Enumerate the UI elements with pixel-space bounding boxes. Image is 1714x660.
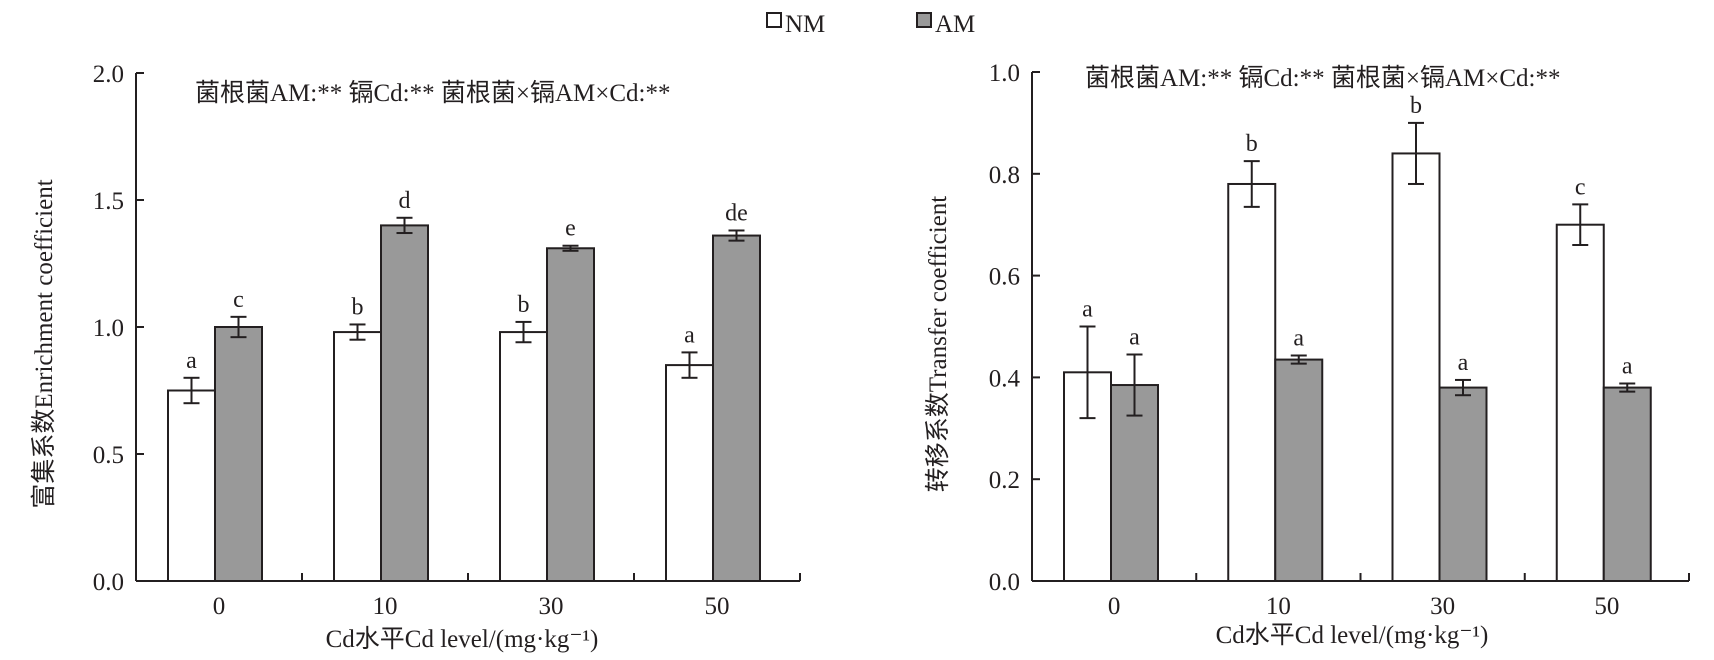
enrichment-y-tick-label: 2.0	[93, 61, 124, 88]
transfer-bar-nm	[1227, 182, 1277, 582]
enrichment-bar-nm	[333, 331, 382, 582]
transfer-bar-nm	[1391, 152, 1441, 582]
enrichment-significance-letter-nm: b	[352, 294, 364, 320]
enrichment-x-tick-label: 0	[213, 593, 226, 620]
transfer-significance-letter-am: a	[1622, 354, 1633, 380]
transfer-significance-letter-nm: a	[1082, 297, 1093, 323]
transfer-significance-letter-nm: b	[1246, 131, 1258, 157]
enrichment-y-tick-label: 0.5	[93, 442, 124, 469]
transfer-bar-am	[1602, 386, 1652, 582]
enrichment-bar-nm	[167, 389, 216, 582]
transfer-chart: 菌根菌AM:** 镉Cd:** 菌根菌×镉AM×Cd:** 转移系数Transf…	[924, 60, 1690, 649]
transfer-y-tick-label: 0.8	[989, 162, 1020, 189]
enrichment-bar-am	[712, 234, 761, 582]
enrichment-bar-am	[546, 247, 595, 582]
transfer-significance-letter-am: a	[1293, 326, 1304, 352]
transfer-y-tick-label: 0.4	[989, 365, 1021, 392]
transfer-x-tick-label: 0	[1108, 593, 1121, 620]
enrichment-significance-letter-am: e	[565, 216, 576, 242]
enrichment-significance-letter-nm: a	[186, 348, 197, 374]
enrichment-significance-letter-nm: b	[518, 292, 530, 318]
enrichment-bar-nm	[665, 364, 714, 582]
legend-label-nm: NM	[785, 11, 825, 38]
transfer-x-tick-label: 30	[1430, 593, 1455, 620]
enrichment-y-axis-title: 富集系数Enrichment coefficient	[30, 179, 58, 508]
transfer-y-axis-title: 转移系数Transfer coefficient	[924, 196, 952, 493]
enrichment-x-tick-label: 30	[539, 593, 564, 620]
enrichment-bar-nm	[499, 331, 548, 582]
enrichment-significance-letter-am: de	[725, 200, 748, 226]
enrichment-significance-letter-nm: a	[684, 322, 695, 348]
transfer-annotation: 菌根菌AM:** 镉Cd:** 菌根菌×镉AM×Cd:**	[1085, 64, 1560, 92]
transfer-significance-letter-nm: b	[1410, 93, 1422, 119]
enrichment-y-tick-label: 0.0	[93, 569, 124, 596]
transfer-y-tick-label: 0.6	[989, 264, 1020, 291]
enrichment-chart: 菌根菌AM:** 镉Cd:** 菌根菌×镉AM×Cd:** 富集系数Enrich…	[30, 61, 801, 653]
transfer-significance-letter-am: a	[1458, 350, 1469, 376]
enrichment-x-tick-label: 50	[705, 593, 730, 620]
transfer-y-tick-label: 0.0	[989, 569, 1020, 596]
legend-swatch-am	[916, 12, 932, 28]
enrichment-y-tick-label: 1.0	[93, 315, 124, 342]
transfer-bar-am	[1274, 358, 1324, 582]
transfer-x-tick-label: 50	[1594, 593, 1619, 620]
transfer-y-tick-label: 0.2	[989, 467, 1020, 494]
transfer-x-axis-title: Cd水平Cd level/(mg·kg⁻¹)	[1216, 621, 1489, 649]
transfer-bar-nm	[1555, 223, 1605, 582]
legend-label-am: AM	[935, 11, 975, 38]
enrichment-significance-letter-am: d	[399, 188, 411, 214]
enrichment-x-tick-label: 10	[373, 593, 398, 620]
enrichment-x-axis-title: Cd水平Cd level/(mg·kg⁻¹)	[326, 625, 599, 653]
enrichment-annotation: 菌根菌AM:** 镉Cd:** 菌根菌×镉AM×Cd:**	[195, 79, 670, 107]
enrichment-significance-letter-am: c	[233, 287, 244, 313]
transfer-bar-nm	[1063, 371, 1112, 582]
legend: NM AM	[766, 11, 975, 38]
transfer-significance-letter-am: a	[1129, 324, 1140, 350]
transfer-y-tick-label: 1.0	[989, 60, 1020, 87]
transfer-significance-letter-nm: c	[1575, 174, 1586, 200]
transfer-bar-am	[1438, 386, 1488, 582]
legend-swatch-nm	[766, 12, 782, 28]
enrichment-y-tick-label: 1.5	[93, 188, 124, 215]
enrichment-bar-am	[380, 224, 429, 582]
transfer-x-tick-label: 10	[1266, 593, 1291, 620]
enrichment-bar-am	[214, 326, 263, 582]
